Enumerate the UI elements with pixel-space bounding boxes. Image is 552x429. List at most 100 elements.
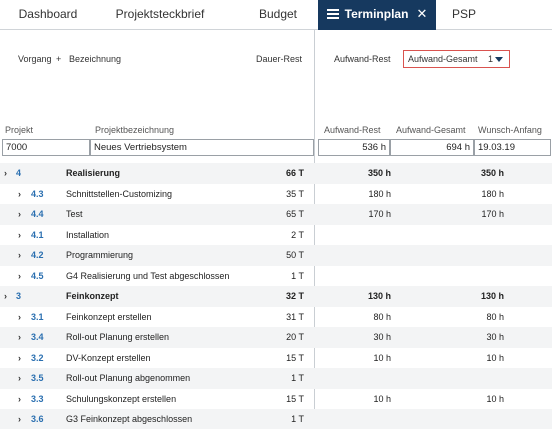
table-row[interactable]: › 3.1 Feinkonzept erstellen 31 T 80 h 80… (0, 307, 552, 328)
tab-terminplan[interactable]: Terminplan ✕ (318, 0, 436, 30)
row-aufwand-gesamt: 350 h (480, 168, 504, 178)
chevron-right-icon[interactable]: › (18, 270, 21, 281)
row-name: Realisierung (66, 168, 121, 178)
label-projekt: Projekt (5, 125, 34, 135)
row-name: Roll-out Planung abgenommen (66, 373, 191, 383)
table-row[interactable]: › 3.6 G3 Feinkonzept abgeschlossen 1 T (0, 409, 552, 429)
row-number: 3.5 (31, 373, 44, 383)
label-aufwand-gesamt: Aufwand-Gesamt (396, 125, 466, 135)
row-aufwand-gesamt: 180 h (481, 188, 504, 199)
row-name: Programmierung (66, 250, 134, 260)
row-dauer-rest: 15 T (286, 352, 304, 363)
row-dauer-rest: 31 T (286, 311, 304, 322)
col-vorgang[interactable]: Vorgang (18, 54, 52, 64)
caret-down-icon (495, 57, 503, 62)
row-dauer-rest: 15 T (286, 393, 304, 404)
table-row[interactable]: › 4.5 G4 Realisierung und Test abgeschlo… (0, 266, 552, 287)
row-aufwand-gesamt: 10 h (486, 393, 504, 404)
row-aufwand-rest: 350 h (367, 168, 391, 178)
row-aufwand-rest: 30 h (373, 332, 391, 342)
table-row[interactable]: › 3.5 Roll-out Planung abgenommen 1 T (0, 368, 552, 389)
table-row[interactable]: › 3.4 Roll-out Planung erstellen 20 T 30… (0, 327, 552, 348)
row-aufwand-rest: 10 h (373, 352, 391, 363)
projekt-field[interactable]: 7000 (2, 139, 90, 156)
chevron-right-icon[interactable]: › (4, 168, 7, 178)
row-name: Installation (66, 229, 110, 240)
row-number: 3.2 (31, 352, 44, 363)
close-icon[interactable]: ✕ (416, 6, 428, 21)
aufwand-gesamt-field[interactable]: 694 h (390, 139, 474, 156)
row-name: Roll-out Planung erstellen (66, 332, 170, 342)
row-aufwand-rest: 10 h (373, 393, 391, 404)
table-row[interactable]: › 4 Realisierung 66 T 350 h 350 h (0, 163, 552, 184)
col-dauer-rest[interactable]: Dauer-Rest (256, 54, 303, 64)
task-table: › 4 Realisierung 66 T 350 h 350 h › 4.3 … (0, 163, 552, 429)
aufwand-gesamt-select[interactable]: Aufwand-Gesamt 1 (403, 50, 510, 68)
row-aufwand-gesamt: 170 h (481, 209, 504, 219)
table-row[interactable]: › 3.3 Schulungskonzept erstellen 15 T 10… (0, 389, 552, 410)
tab-dashboard[interactable]: Dashboard (0, 0, 96, 30)
chevron-right-icon[interactable]: › (18, 414, 21, 424)
row-dauer-rest: 32 T (285, 291, 304, 301)
label-aufwand-rest: Aufwand-Rest (324, 125, 381, 135)
table-row[interactable]: › 4.3 Schnittstellen-Customizing 35 T 18… (0, 184, 552, 205)
tab-label: Dashboard (18, 7, 78, 21)
select-suffix: 1 (488, 54, 494, 64)
row-dauer-rest: 35 T (286, 188, 304, 199)
row-dauer-rest: 1 T (291, 414, 304, 424)
chevron-right-icon[interactable]: › (18, 209, 21, 219)
add-column-icon[interactable]: + (56, 54, 62, 64)
tab-projektsteckbrief[interactable]: Projektsteckbrief (100, 0, 220, 30)
chevron-right-icon[interactable]: › (18, 250, 21, 260)
row-number: 4 (16, 168, 22, 178)
row-dauer-rest: 1 T (291, 373, 304, 383)
row-number: 3.4 (31, 332, 44, 342)
hamburger-icon[interactable] (326, 8, 339, 19)
row-name: G3 Feinkonzept abgeschlossen (66, 414, 193, 424)
row-dauer-rest: 20 T (286, 332, 304, 342)
row-number: 4.3 (31, 188, 44, 199)
table-row[interactable]: › 3 Feinkonzept 32 T 130 h 130 h (0, 286, 552, 307)
chevron-right-icon[interactable]: › (4, 291, 7, 301)
row-name: Feinkonzept erstellen (66, 311, 152, 322)
chevron-right-icon[interactable]: › (18, 332, 21, 342)
tab-budget[interactable]: Budget (240, 0, 316, 30)
table-row[interactable]: › 4.2 Programmierung 50 T (0, 245, 552, 266)
wunsch-anfang-field[interactable]: 19.03.19 (474, 139, 551, 156)
chevron-right-icon[interactable]: › (18, 352, 21, 363)
aufwand-rest-field[interactable]: 536 h (318, 139, 390, 156)
row-aufwand-gesamt: 80 h (486, 311, 504, 322)
row-number: 3.1 (31, 311, 44, 322)
row-number: 4.1 (31, 229, 44, 240)
chevron-right-icon[interactable]: › (18, 311, 21, 322)
row-number: 3 (16, 291, 22, 301)
table-row[interactable]: › 3.2 DV-Konzept erstellen 15 T 10 h 10 … (0, 348, 552, 369)
row-aufwand-gesamt: 130 h (480, 291, 504, 301)
tab-psp[interactable]: PSP (442, 0, 486, 30)
row-aufwand-rest: 170 h (368, 209, 391, 219)
row-number: 4.4 (31, 209, 44, 219)
row-aufwand-rest: 180 h (368, 188, 391, 199)
row-number: 4.2 (31, 250, 44, 260)
chevron-right-icon[interactable]: › (18, 188, 21, 199)
row-aufwand-rest: 130 h (367, 291, 391, 301)
label-projektbezeichnung: Projektbezeichnung (95, 125, 175, 135)
row-name: Schnittstellen-Customizing (66, 188, 173, 199)
row-dauer-rest: 65 T (286, 209, 304, 219)
projektbezeichnung-field[interactable]: Neues Vertriebsystem (90, 139, 314, 156)
table-row[interactable]: › 4.4 Test 65 T 170 h 170 h (0, 204, 552, 225)
row-aufwand-gesamt: 30 h (486, 332, 504, 342)
chevron-right-icon[interactable]: › (18, 393, 21, 404)
table-row[interactable]: › 4.1 Installation 2 T (0, 225, 552, 246)
col-bezeichnung[interactable]: Bezeichnung (69, 54, 122, 64)
chevron-right-icon[interactable]: › (18, 373, 21, 383)
tab-label: Budget (258, 7, 298, 21)
row-dauer-rest: 66 T (285, 168, 304, 178)
row-number: 4.5 (31, 270, 44, 281)
col-aufwand-rest[interactable]: Aufwand-Rest (334, 54, 391, 64)
pane-divider[interactable] (314, 30, 315, 429)
row-dauer-rest: 2 T (291, 229, 304, 240)
tab-label: PSP (451, 7, 476, 21)
chevron-right-icon[interactable]: › (18, 229, 21, 240)
row-dauer-rest: 1 T (291, 270, 304, 281)
